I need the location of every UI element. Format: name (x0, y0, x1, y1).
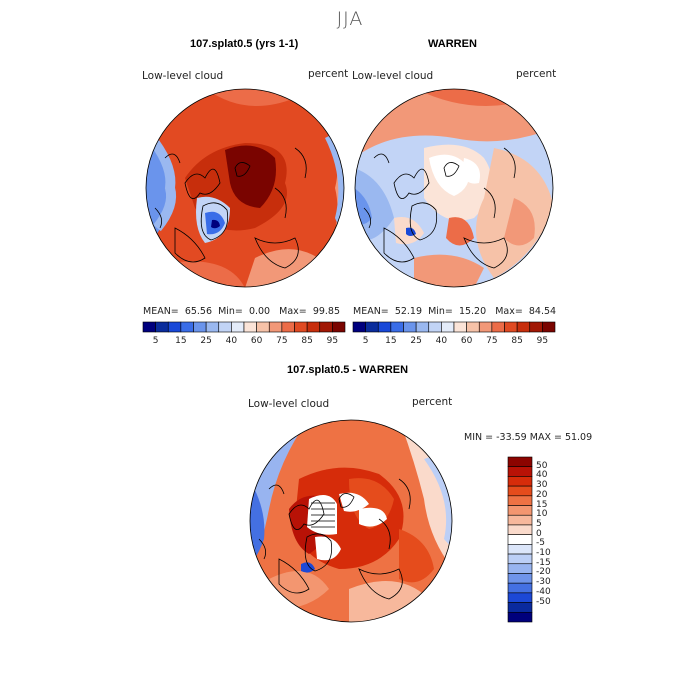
colorbar-tick-label: 0 (536, 528, 542, 539)
colorbar-swatch (507, 544, 533, 555)
colorbar-swatch (507, 476, 533, 487)
colorbar-swatch (529, 321, 543, 333)
diff-field-label: Low-level cloud (248, 398, 330, 410)
colorbar-tick-label: 60 (250, 336, 263, 346)
colorbar-swatch (507, 602, 533, 613)
colorbar-tick-label: 15 (536, 499, 548, 510)
colorbar-swatch (319, 321, 333, 333)
colorbar-tick-label: 15 (175, 336, 187, 346)
colorbar-tick-label: -20 (536, 567, 551, 578)
colorbar-swatch (507, 485, 533, 497)
diff-colorbar (507, 456, 533, 623)
colorbar-tick-label: 85 (511, 336, 523, 346)
colorbar-tick-label: 10 (536, 509, 548, 520)
colorbar-swatch (507, 466, 533, 477)
panel1-title: 107.splat0.5 (yrs 1-1) (190, 38, 299, 50)
colorbar-swatch (352, 321, 366, 333)
colorbar-swatch (441, 321, 455, 333)
colorbar-tick-label: 5 (362, 336, 369, 346)
colorbar-tick-label: 85 (301, 336, 313, 346)
colorbar-swatch (453, 321, 467, 333)
colorbar-swatch (478, 321, 493, 333)
colorbar-swatch (507, 534, 533, 545)
colorbar-swatch (377, 321, 392, 333)
colorbar-swatch (403, 321, 417, 333)
panel1-field-label: Low-level cloud (142, 70, 224, 82)
colorbar-swatch (256, 321, 270, 333)
colorbar-swatch (193, 321, 207, 333)
diff-units: percent (412, 396, 453, 408)
colorbar-swatch (390, 321, 404, 333)
panel2-map (354, 88, 554, 288)
colorbar-swatch (365, 321, 379, 333)
colorbar-tick-label: -50 (536, 596, 551, 607)
colorbar-swatch (504, 321, 518, 333)
colorbar-swatch (507, 592, 533, 603)
colorbar-tick-label: 25 (410, 336, 422, 346)
colorbar-tick-label: -10 (536, 548, 551, 559)
colorbar-tick-label: 60 (460, 336, 473, 346)
colorbar-swatch (167, 321, 182, 333)
colorbar-tick-label: -5 (536, 538, 545, 549)
colorbar-tick-label: 40 (536, 470, 548, 481)
colorbar-tick-label: -40 (536, 586, 551, 597)
colorbar-swatch (155, 321, 169, 333)
colorbar-swatch (142, 321, 156, 333)
colorbar-tick-label: 40 (225, 336, 238, 346)
colorbar-swatch (507, 563, 533, 574)
panel2-field-label: Low-level cloud (352, 70, 434, 82)
colorbar-swatch (466, 321, 480, 333)
colorbar-swatch (306, 321, 321, 333)
colorbar-swatch (507, 456, 533, 468)
colorbar-tick-label: -15 (536, 557, 551, 568)
colorbar-swatch (507, 553, 533, 565)
colorbar-tick-label: 50 (536, 460, 548, 471)
colorbar-tick-label: 30 (536, 480, 548, 491)
colorbar-swatch (507, 524, 533, 535)
panel1-colorbar (142, 321, 346, 333)
colorbar-swatch (542, 321, 556, 333)
colorbar-swatch (507, 573, 533, 584)
colorbar-swatch (231, 321, 245, 333)
panel2-stats: MEAN= 52.19 Min= 15.20 Max= 84.54 (353, 306, 557, 317)
panel1-map (145, 88, 345, 288)
panel1-units: percent (308, 68, 349, 80)
panel2-units: percent (516, 68, 557, 80)
colorbar-tick-label: 40 (435, 336, 448, 346)
colorbar-swatch (507, 514, 533, 526)
panel2-colorbar (352, 321, 556, 333)
colorbar-swatch (332, 321, 346, 333)
colorbar-tick-label: 25 (200, 336, 212, 346)
colorbar-swatch (507, 582, 533, 594)
colorbar-swatch (268, 321, 283, 333)
colorbar-swatch (294, 321, 308, 333)
colorbar-swatch (428, 321, 442, 333)
colorbar-swatch (243, 321, 257, 333)
colorbar-swatch (507, 495, 533, 506)
colorbar-swatch (507, 611, 533, 623)
season-title: JJA (336, 8, 364, 30)
colorbar-tick-label: 20 (536, 489, 548, 500)
colorbar-swatch (180, 321, 194, 333)
colorbar-tick-label: 5 (536, 518, 542, 529)
colorbar-tick-label: 75 (486, 336, 498, 346)
colorbar-swatch (507, 505, 533, 516)
colorbar-tick-label: -30 (536, 577, 551, 588)
colorbar-swatch (415, 321, 430, 333)
panel2-title: WARREN (428, 38, 477, 50)
colorbar-swatch (491, 321, 505, 333)
colorbar-swatch (516, 321, 531, 333)
panel1-stats: MEAN= 65.56 Min= 0.00 Max= 99.85 (143, 306, 341, 317)
colorbar-swatch (281, 321, 295, 333)
diff-title: 107.splat0.5 - WARREN (287, 364, 409, 376)
colorbar-swatch (218, 321, 232, 333)
colorbar-tick-label: 95 (326, 336, 339, 346)
colorbar-tick-label: 5 (152, 336, 159, 346)
diff-stats: MIN = -33.59 MAX = 51.09 (464, 432, 593, 443)
colorbar-swatch (205, 321, 220, 333)
diff-map (249, 419, 453, 623)
colorbar-tick-label: 15 (385, 336, 397, 346)
colorbar-tick-label: 75 (276, 336, 288, 346)
colorbar-tick-label: 95 (536, 336, 549, 346)
